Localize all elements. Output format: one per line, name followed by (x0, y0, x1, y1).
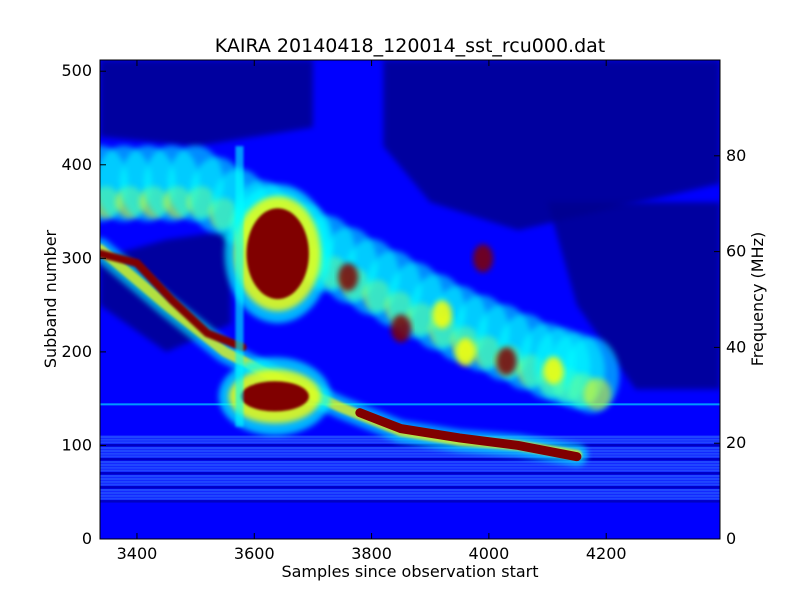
quiet-region (547, 202, 720, 390)
chart-title: KAIRA 20140418_120014_sst_rcu000.dat (215, 35, 606, 57)
y-tick-label: 400 (61, 155, 92, 174)
rfi-stripe (100, 494, 720, 497)
heatmap-area (100, 60, 720, 539)
rfi-line (100, 403, 720, 406)
y-right-tick-label: 20 (726, 433, 746, 452)
emission-spot (338, 263, 359, 292)
emission-spot (496, 347, 517, 376)
rfi-stripe (100, 491, 720, 495)
x-axis-label: Samples since observation start (281, 562, 538, 581)
x-tick-label: 4000 (469, 544, 510, 563)
rfi-stripe (100, 469, 720, 472)
rfi-stripe (100, 444, 720, 447)
emission-spot (390, 314, 411, 343)
rfi-stripe (100, 483, 720, 486)
rfi-stripe (100, 500, 720, 503)
rfi-stripe (100, 472, 720, 475)
rfi-stripe (100, 455, 720, 458)
y-axis-label: Subband number (41, 229, 60, 368)
x-tick-label: 3800 (351, 544, 392, 563)
diffuse-emission-bright (583, 377, 612, 410)
rfi-stripe (100, 480, 720, 483)
rfi-stripe (100, 449, 720, 453)
rfi-stripe (100, 486, 720, 489)
quiet-region (100, 60, 313, 147)
y-tick-label: 0 (82, 529, 92, 548)
x-tick-label: 4200 (586, 544, 627, 563)
emission-spot (473, 244, 494, 273)
rfi-stripe (100, 452, 720, 455)
y-right-tick-label: 40 (726, 337, 746, 356)
x-tick-label: 3400 (117, 544, 158, 563)
rfi-stripe (100, 446, 720, 450)
y-tick-label: 500 (61, 61, 92, 80)
rfi-stripe (100, 488, 720, 492)
rfi-stripe (100, 458, 720, 461)
hot-region-core (246, 208, 309, 300)
y-right-tick-label: 0 (726, 529, 736, 548)
burst-lane-peak-upper (100, 249, 247, 352)
x-tick-label: 3600 (234, 544, 275, 563)
quiet-region (383, 60, 720, 231)
rfi-stripe (100, 460, 720, 464)
emission-spot (455, 337, 476, 366)
plot-frame (99, 59, 721, 540)
y-axis-right-label: Frequency (MHz) (748, 232, 767, 366)
rfi-stripe (100, 477, 720, 481)
burst-lane-peak (355, 408, 582, 462)
emission-spot (431, 300, 452, 329)
y-axis-right-ticks: 0 20 40 60 80 (714, 146, 746, 548)
x-axis-ticks: 3400 3600 3800 4000 4200 (117, 60, 627, 563)
y-axis-ticks: 0 100 200 300 400 500 (61, 61, 106, 548)
y-tick-label: 300 (61, 248, 92, 267)
vertical-streak (235, 146, 244, 427)
hot-region-core (240, 381, 309, 412)
y-tick-label: 200 (61, 342, 92, 361)
y-right-tick-label: 80 (726, 146, 746, 165)
y-right-tick-label: 60 (726, 242, 746, 261)
rfi-stripe (100, 466, 720, 469)
heatmap-layers (100, 60, 720, 503)
rfi-stripe (100, 497, 720, 500)
rfi-stripe (100, 474, 720, 478)
rfi-stripe (100, 463, 720, 467)
y-tick-label: 100 (61, 435, 92, 454)
emission-spot (543, 356, 564, 385)
